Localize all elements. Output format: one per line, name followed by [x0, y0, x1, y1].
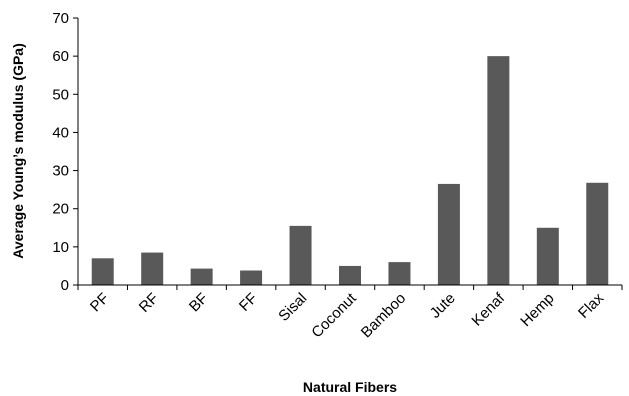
x-tick-label: Sisal — [275, 290, 310, 325]
bar-hemp — [536, 227, 559, 285]
y-tick-label: 50 — [52, 86, 69, 103]
bar-bf — [190, 268, 213, 285]
y-axis-title: Average Young’s modulus (GPa) — [10, 43, 26, 258]
x-tick-label: Flax — [575, 289, 607, 321]
x-tick-label: PF — [87, 290, 113, 316]
bar-ff — [240, 270, 263, 285]
x-tick-label: BF — [186, 290, 212, 316]
x-axis-title: Natural Fibers — [303, 379, 397, 395]
y-axis-ticks: 0 10 20 30 40 50 60 70 — [52, 10, 78, 294]
y-tick-label: 20 — [52, 201, 69, 218]
x-tick-label: Coconut — [308, 289, 360, 341]
x-tick-label: FF — [236, 290, 261, 315]
y-tick-label: 0 — [61, 277, 69, 294]
y-tick-label: 10 — [52, 239, 69, 256]
bars — [91, 56, 609, 286]
bar-flax — [586, 182, 609, 285]
bar-jute — [437, 183, 460, 285]
x-tick-label: Bamboo — [358, 290, 410, 342]
y-tick-label: 70 — [52, 10, 69, 27]
x-tick-label: Jute — [427, 290, 459, 322]
x-tick-label: Kenaf — [468, 289, 508, 329]
bar-coconut — [339, 265, 361, 285]
bar-rf — [141, 252, 164, 285]
bar-kenaf — [487, 56, 510, 286]
y-tick-label: 30 — [52, 163, 69, 180]
bar-sisal — [289, 225, 312, 285]
bar-pf — [91, 258, 114, 285]
y-tick-label: 40 — [52, 124, 69, 141]
x-tick-label: RF — [136, 290, 162, 316]
x-tick-label: Hemp — [517, 290, 557, 330]
bar-bamboo — [388, 262, 411, 285]
y-tick-label: 60 — [52, 48, 69, 65]
